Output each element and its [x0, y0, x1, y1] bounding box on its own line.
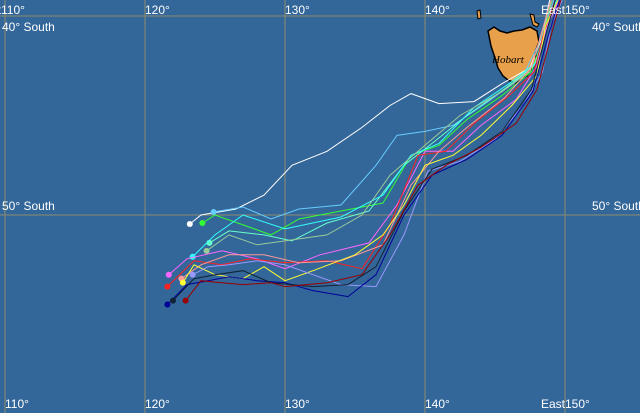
yacht-position-marker-10[interactable]: [189, 271, 196, 278]
yacht-track-6[interactable]: [168, 0, 560, 276]
yacht-tracks: [164, 0, 563, 308]
lat-label-right-40: 40° South: [592, 20, 640, 34]
yacht-track-11[interactable]: [167, 0, 560, 305]
lat-label-left-40: 40° South: [2, 20, 55, 34]
lon-label-bottom-130: 130°: [285, 397, 310, 411]
yacht-track-10[interactable]: [192, 0, 563, 288]
lon-label-top-150: East150°: [541, 3, 590, 17]
yacht-track-1[interactable]: [213, 0, 555, 220]
lat-label-left-50: 50° South: [2, 199, 55, 213]
yacht-track-2[interactable]: [202, 0, 552, 236]
yacht-position-marker-5[interactable]: [203, 247, 210, 254]
yacht-position-marker-11[interactable]: [164, 301, 171, 308]
lon-label-bottom-140: 140°: [425, 397, 450, 411]
yacht-position-marker-2[interactable]: [199, 219, 206, 226]
lon-label-bottom-110: 110°: [5, 397, 29, 411]
yacht-position-marker-13[interactable]: [182, 297, 189, 304]
yacht-position-marker-12[interactable]: [170, 297, 176, 304]
yacht-position-marker-7[interactable]: [164, 283, 171, 290]
yacht-position-marker-9[interactable]: [179, 279, 186, 286]
yacht-track-12[interactable]: [172, 0, 556, 301]
yacht-track-0[interactable]: [189, 0, 551, 225]
lon-label-top-130: 130°: [285, 3, 310, 17]
lon-label-bottom-120: 120°: [145, 397, 170, 411]
yacht-position-marker-1[interactable]: [210, 209, 217, 216]
yacht-position-marker-6[interactable]: [165, 271, 172, 278]
flinders-island: [529, 13, 540, 28]
yacht-position-marker-0[interactable]: [186, 220, 193, 227]
lon-label-top-140: 140°: [425, 3, 450, 17]
yacht-track-13[interactable]: [185, 0, 562, 301]
yacht-track-5[interactable]: [206, 0, 553, 252]
hobart-label: Hobart: [492, 54, 524, 66]
lat-label-right-50: 50° South: [592, 199, 640, 213]
lon-label-top-110: East110°: [0, 3, 25, 17]
lon-label-bottom-150: East150°: [541, 397, 590, 411]
lon-label-top-120: 120°: [145, 3, 170, 17]
king-island: [476, 9, 482, 20]
